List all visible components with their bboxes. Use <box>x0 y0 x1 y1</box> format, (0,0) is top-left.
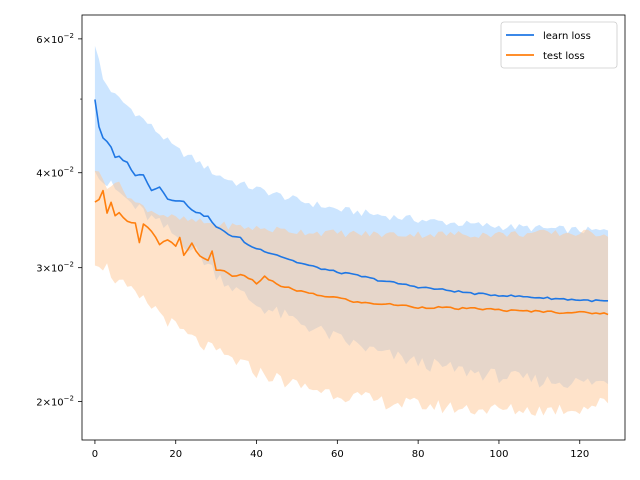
line-learn-loss <box>94 99 609 303</box>
y-axis: 2×10−2 3×10−2 4×10−2 6×10−2 <box>36 32 82 409</box>
x-tick-label: 100 <box>489 449 508 460</box>
legend-label: learn loss <box>543 31 591 42</box>
legend-label: test loss <box>543 51 585 62</box>
x-tick-label: 40 <box>250 449 263 460</box>
legend: learn loss test loss <box>500 21 618 69</box>
x-tick-label: 80 <box>412 449 425 460</box>
axes-frame <box>81 14 626 441</box>
y-tick-label: 2×10−2 <box>36 395 74 409</box>
legend-box <box>500 21 618 69</box>
x-tick-label: 120 <box>570 449 589 460</box>
y-tick-label: 3×10−2 <box>36 261 74 275</box>
x-tick-label: 0 <box>92 449 98 460</box>
line-test-loss <box>94 189 609 316</box>
y-tick-label: 4×10−2 <box>36 166 74 180</box>
x-axis: 0 20 40 60 80 100 120 <box>92 440 589 460</box>
x-tick-label: 60 <box>331 449 344 460</box>
confidence-bands <box>94 45 609 416</box>
series-lines <box>94 99 609 316</box>
x-tick-label: 20 <box>169 449 182 460</box>
band-test-loss <box>94 170 609 416</box>
y-tick-label: 6×10−2 <box>36 32 74 46</box>
